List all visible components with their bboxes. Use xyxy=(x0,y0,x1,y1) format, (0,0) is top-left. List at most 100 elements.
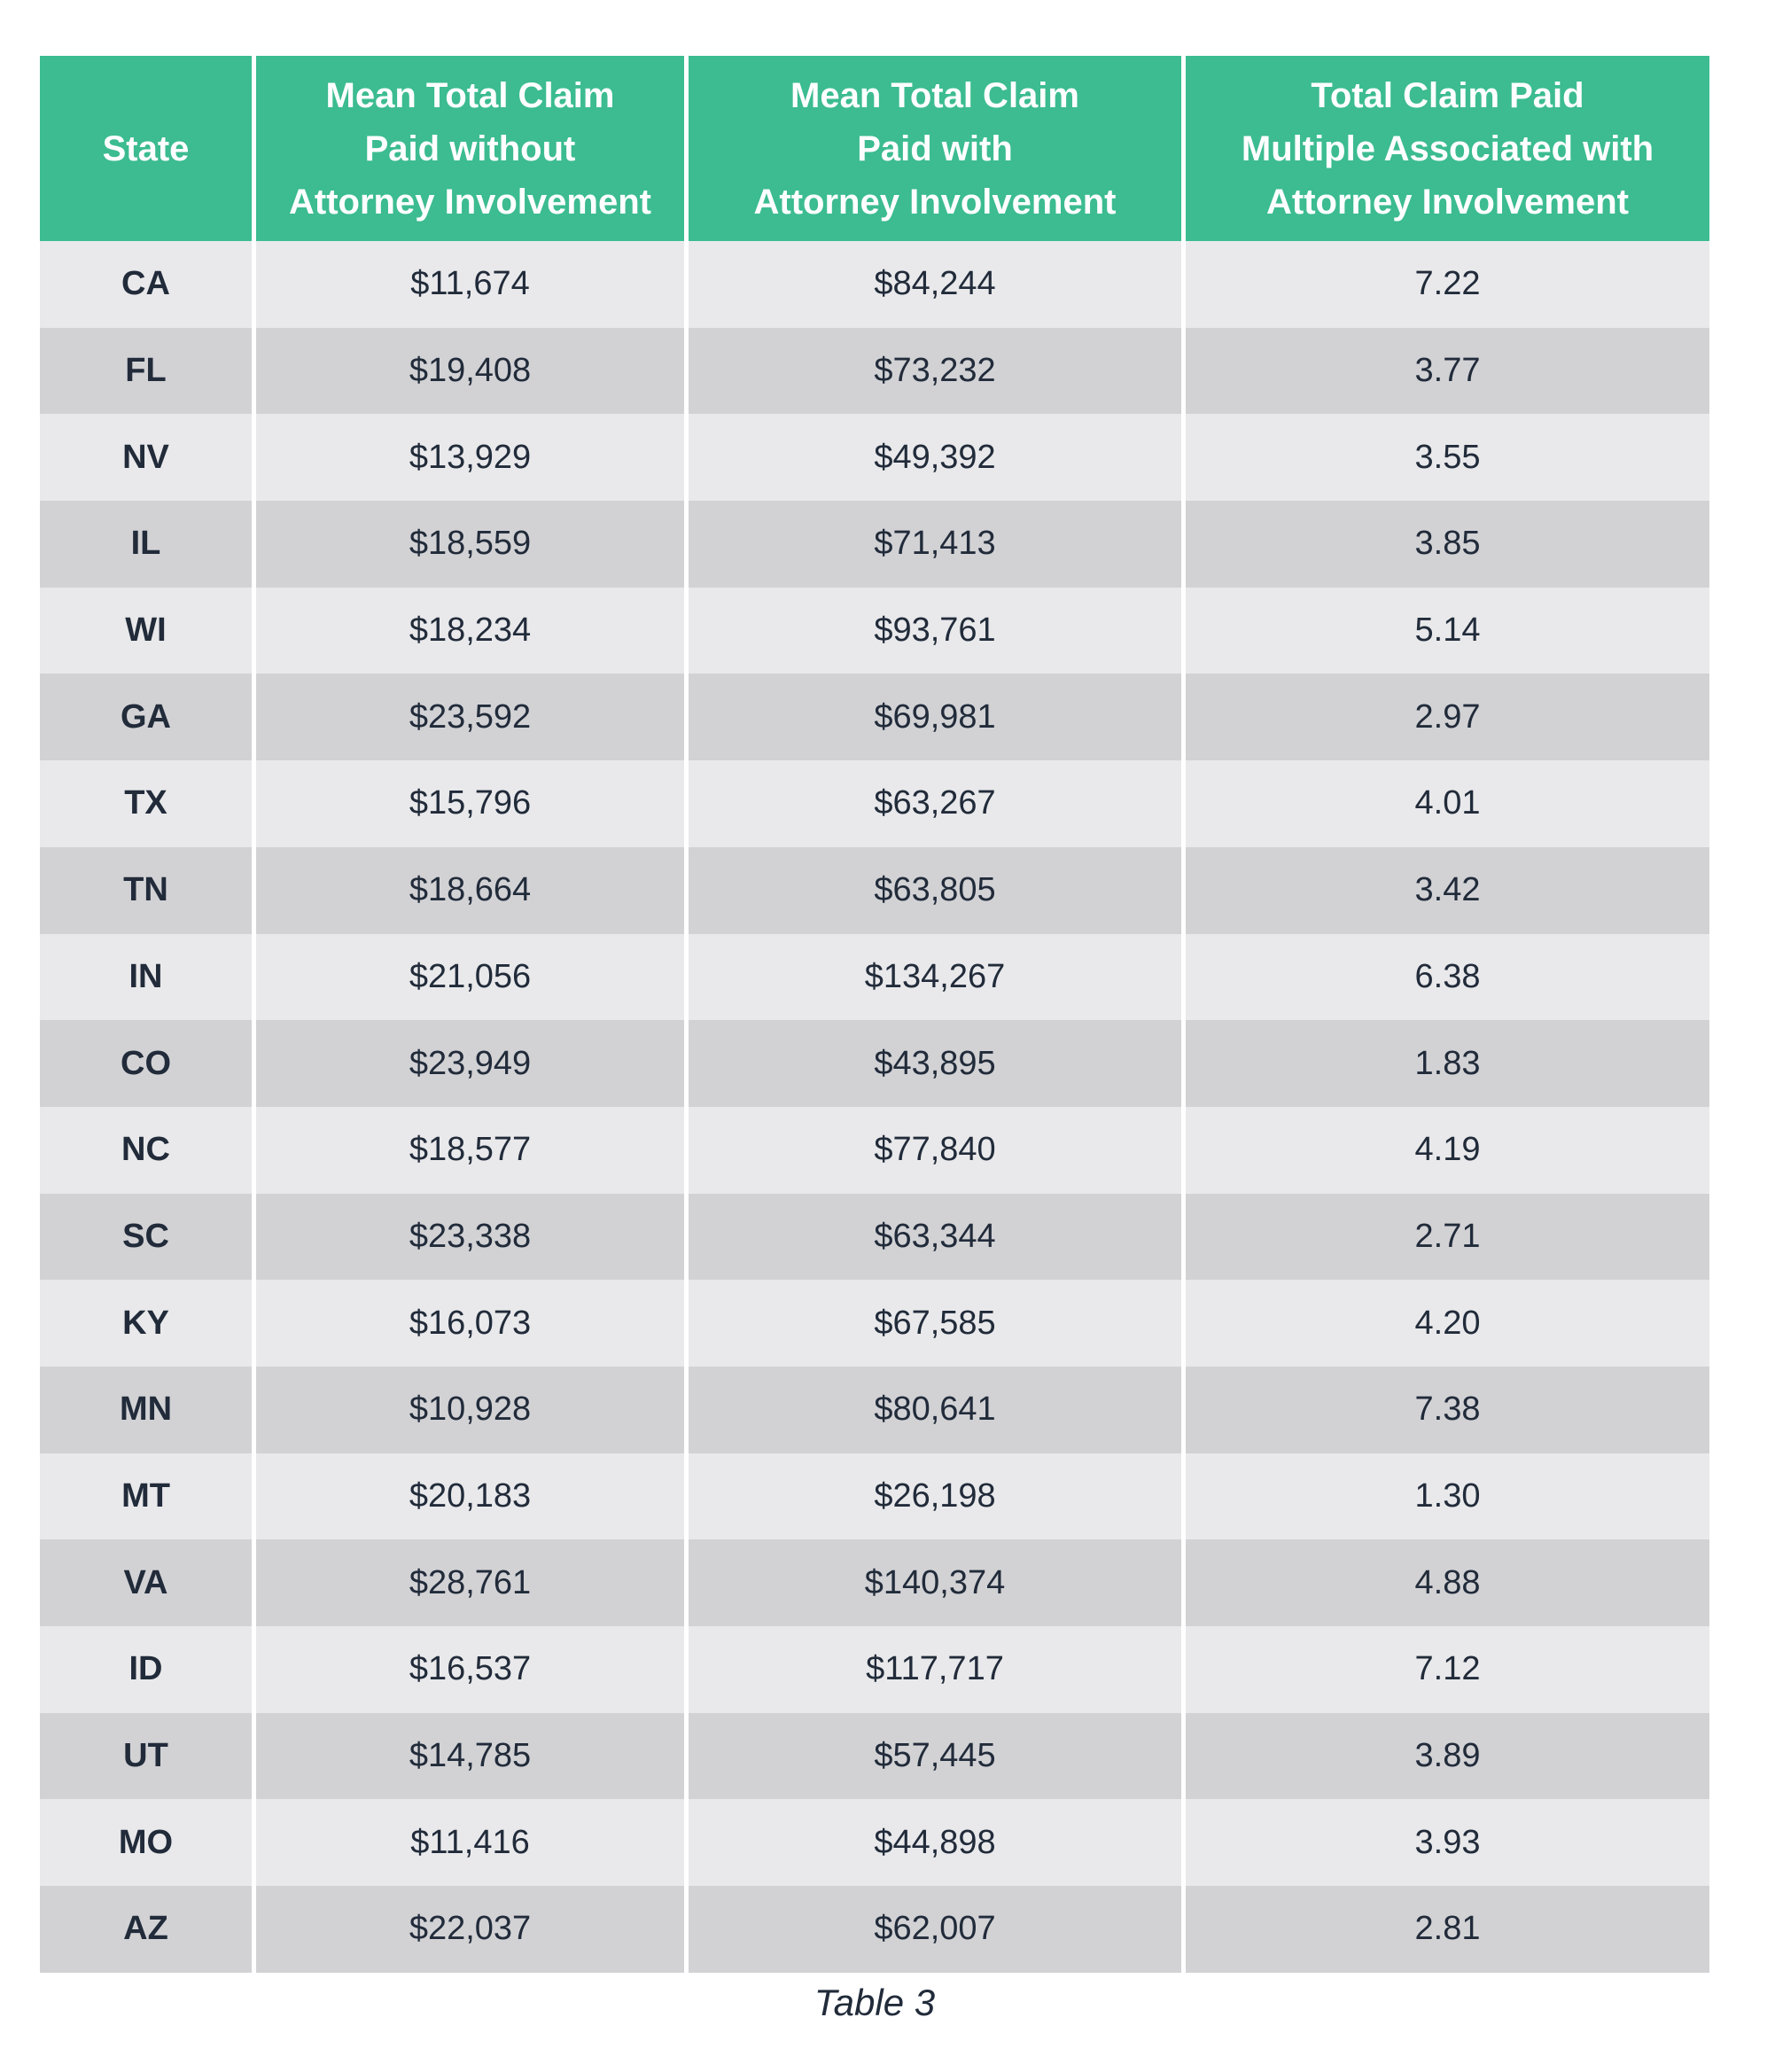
paid-multiple-cell: 7.38 xyxy=(1186,1366,1709,1453)
table-row: MN $10,928 $80,641 7.38 xyxy=(40,1366,1709,1453)
state-cell: TX xyxy=(40,760,256,847)
without-attorney-cell: $18,664 xyxy=(256,846,689,934)
state-cell: NV xyxy=(40,414,256,502)
paid-multiple-cell: 2.71 xyxy=(1186,1193,1709,1281)
table-row: IN $21,056 $134,267 6.38 xyxy=(40,933,1709,1021)
without-attorney-cell: $19,408 xyxy=(256,327,689,415)
paid-multiple-cell: 3.85 xyxy=(1186,501,1709,588)
without-attorney-cell: $16,073 xyxy=(256,1280,689,1367)
state-cell: ID xyxy=(40,1626,256,1713)
table-row: CA $11,674 $84,244 7.22 xyxy=(40,241,1709,328)
table-row: NV $13,929 $49,392 3.55 xyxy=(40,414,1709,502)
with-attorney-cell: $44,898 xyxy=(689,1799,1186,1887)
with-attorney-cell: $63,805 xyxy=(689,846,1186,934)
with-attorney-cell: $84,244 xyxy=(689,241,1186,328)
without-attorney-cell: $14,785 xyxy=(256,1712,689,1800)
paid-multiple-cell: 2.97 xyxy=(1186,674,1709,761)
header-row: State Mean Total Claim Paid without Atto… xyxy=(40,56,1709,241)
table-row: CO $23,949 $43,895 1.83 xyxy=(40,1020,1709,1107)
table-row: KY $16,073 $67,585 4.20 xyxy=(40,1280,1709,1367)
table-row: SC $23,338 $63,344 2.71 xyxy=(40,1193,1709,1281)
with-attorney-cell: $69,981 xyxy=(689,674,1186,761)
paid-multiple-cell: 3.93 xyxy=(1186,1799,1709,1887)
paid-multiple-cell: 6.38 xyxy=(1186,933,1709,1021)
without-attorney-cell: $16,537 xyxy=(256,1626,689,1713)
table-row: UT $14,785 $57,445 3.89 xyxy=(40,1712,1709,1800)
paid-multiple-cell: 4.20 xyxy=(1186,1280,1709,1367)
without-attorney-cell: $18,577 xyxy=(256,1106,689,1194)
with-attorney-cell: $63,267 xyxy=(689,760,1186,847)
without-attorney-cell: $11,416 xyxy=(256,1799,689,1887)
table-row: GA $23,592 $69,981 2.97 xyxy=(40,674,1709,761)
without-attorney-cell: $28,761 xyxy=(256,1539,689,1626)
without-attorney-cell: $10,928 xyxy=(256,1366,689,1453)
with-attorney-cell: $49,392 xyxy=(689,414,1186,502)
with-attorney-cell: $57,445 xyxy=(689,1712,1186,1800)
paid-multiple-cell: 3.42 xyxy=(1186,846,1709,934)
state-cell: IL xyxy=(40,501,256,588)
without-attorney-cell: $15,796 xyxy=(256,760,689,847)
table-row: FL $19,408 $73,232 3.77 xyxy=(40,327,1709,415)
state-cell: SC xyxy=(40,1193,256,1281)
with-attorney-cell: $71,413 xyxy=(689,501,1186,588)
with-attorney-cell: $67,585 xyxy=(689,1280,1186,1367)
paid-multiple-cell: 4.88 xyxy=(1186,1539,1709,1626)
table-row: WI $18,234 $93,761 5.14 xyxy=(40,587,1709,674)
without-attorney-cell: $23,949 xyxy=(256,1020,689,1107)
state-cell: CO xyxy=(40,1020,256,1107)
paid-multiple-cell: 3.55 xyxy=(1186,414,1709,502)
without-attorney-cell: $18,559 xyxy=(256,501,689,588)
with-attorney-cell: $43,895 xyxy=(689,1020,1186,1107)
state-cell: UT xyxy=(40,1712,256,1800)
header-state: State xyxy=(40,56,256,241)
table-row: AZ $22,037 $62,007 2.81 xyxy=(40,1886,1709,1973)
without-attorney-cell: $21,056 xyxy=(256,933,689,1021)
table-row: TN $18,664 $63,805 3.42 xyxy=(40,846,1709,934)
with-attorney-cell: $93,761 xyxy=(689,587,1186,674)
without-attorney-cell: $22,037 xyxy=(256,1886,689,1973)
state-cell: IN xyxy=(40,933,256,1021)
table-row: MT $20,183 $26,198 1.30 xyxy=(40,1453,1709,1540)
paid-multiple-cell: 4.19 xyxy=(1186,1106,1709,1194)
state-cell: VA xyxy=(40,1539,256,1626)
state-cell: FL xyxy=(40,327,256,415)
paid-multiple-cell: 7.22 xyxy=(1186,241,1709,328)
state-cell: AZ xyxy=(40,1886,256,1973)
with-attorney-cell: $26,198 xyxy=(689,1453,1186,1540)
state-cell: MT xyxy=(40,1453,256,1540)
without-attorney-cell: $11,674 xyxy=(256,241,689,328)
header-mean-without-attorney: Mean Total Claim Paid without Attorney I… xyxy=(256,56,689,241)
paid-multiple-cell: 5.14 xyxy=(1186,587,1709,674)
paid-multiple-cell: 2.81 xyxy=(1186,1886,1709,1973)
header-mean-with-attorney: Mean Total Claim Paid with Attorney Invo… xyxy=(689,56,1186,241)
with-attorney-cell: $80,641 xyxy=(689,1366,1186,1453)
state-cell: MO xyxy=(40,1799,256,1887)
table-row: NC $18,577 $77,840 4.19 xyxy=(40,1106,1709,1194)
state-cell: TN xyxy=(40,846,256,934)
claims-table: State Mean Total Claim Paid without Atto… xyxy=(40,56,1709,1973)
paid-multiple-cell: 1.30 xyxy=(1186,1453,1709,1540)
table-row: TX $15,796 $63,267 4.01 xyxy=(40,760,1709,847)
state-cell: KY xyxy=(40,1280,256,1367)
header-paid-multiple: Total Claim Paid Multiple Associated wit… xyxy=(1186,56,1709,241)
table-row: MO $11,416 $44,898 3.93 xyxy=(40,1799,1709,1887)
state-cell: WI xyxy=(40,587,256,674)
with-attorney-cell: $73,232 xyxy=(689,327,1186,415)
without-attorney-cell: $23,592 xyxy=(256,674,689,761)
state-cell: NC xyxy=(40,1106,256,1194)
paid-multiple-cell: 4.01 xyxy=(1186,760,1709,847)
without-attorney-cell: $18,234 xyxy=(256,587,689,674)
table-row: IL $18,559 $71,413 3.85 xyxy=(40,501,1709,588)
state-cell: MN xyxy=(40,1366,256,1453)
without-attorney-cell: $20,183 xyxy=(256,1453,689,1540)
paid-multiple-cell: 1.83 xyxy=(1186,1020,1709,1107)
state-cell: CA xyxy=(40,241,256,328)
paid-multiple-cell: 3.89 xyxy=(1186,1712,1709,1800)
with-attorney-cell: $134,267 xyxy=(689,933,1186,1021)
table-caption: Table 3 xyxy=(814,1982,936,2023)
without-attorney-cell: $23,338 xyxy=(256,1193,689,1281)
with-attorney-cell: $140,374 xyxy=(689,1539,1186,1626)
table-row: ID $16,537 $117,717 7.12 xyxy=(40,1626,1709,1713)
without-attorney-cell: $13,929 xyxy=(256,414,689,502)
